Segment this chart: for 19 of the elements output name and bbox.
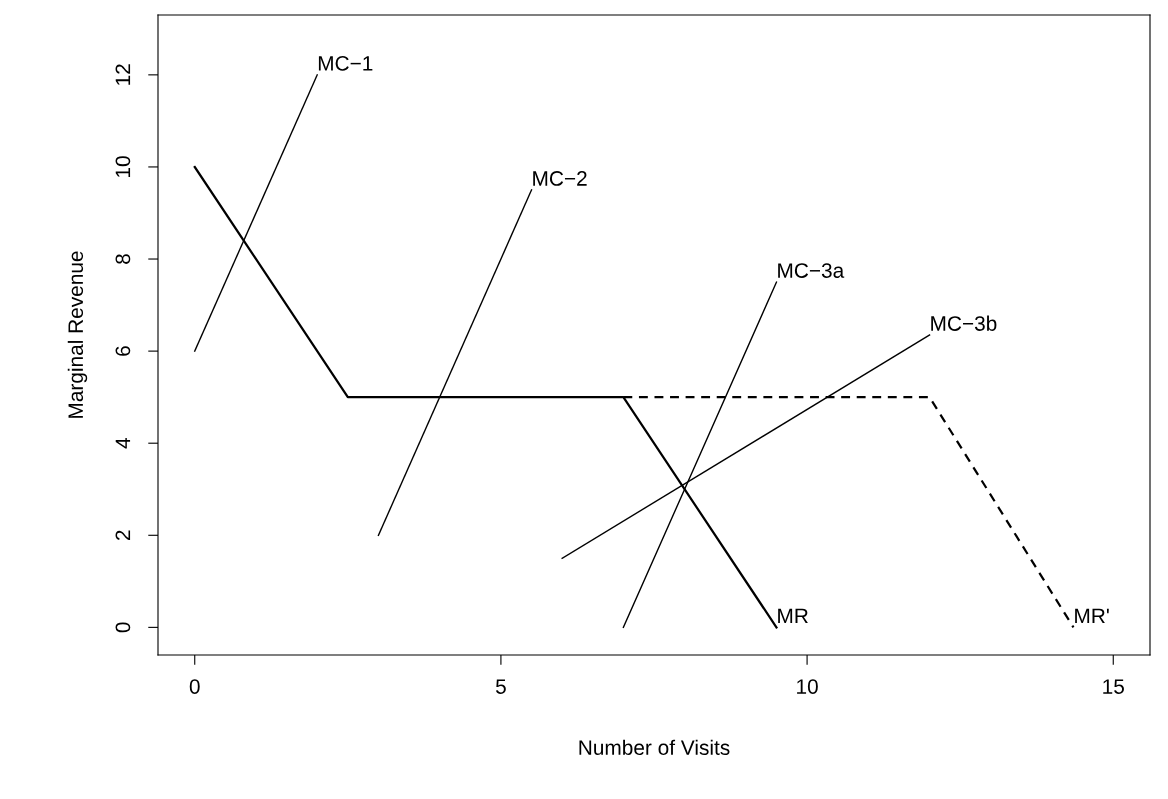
series-label: MC−2 — [533, 171, 587, 186]
y-tick-label: 12 — [115, 64, 131, 85]
x-tick-label: 5 — [495, 679, 506, 694]
y-tick-label: 4 — [115, 438, 131, 449]
series-label: MC−3a — [778, 263, 845, 278]
y-axis-title: Marginal Revenue — [67, 251, 88, 418]
x-tick-label: 10 — [797, 679, 818, 694]
x-tick-label: 15 — [1103, 679, 1124, 694]
y-tick-label: 6 — [115, 346, 131, 356]
y-tick-label: 8 — [115, 254, 131, 264]
series-label: MR — [778, 608, 808, 624]
y-tick-label: 2 — [115, 530, 131, 541]
y-tick-label: 10 — [115, 156, 131, 177]
x-tick-label: 0 — [189, 679, 200, 694]
series-label: MR' — [1075, 608, 1109, 624]
y-tick-label: 0 — [115, 622, 131, 633]
series-label: MC−1 — [318, 55, 373, 71]
series-label: MC−3b — [931, 315, 997, 331]
x-axis-title: Number of Visits — [579, 739, 730, 755]
